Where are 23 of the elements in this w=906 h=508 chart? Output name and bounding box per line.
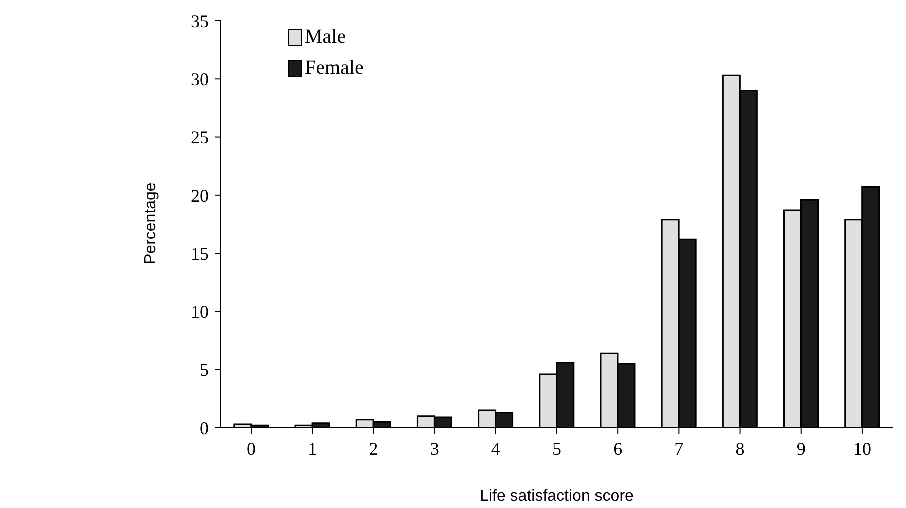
y-tick-label: 20 [191,186,209,206]
y-axis-title: Percentage [142,182,160,264]
legend-label: Male [304,26,348,49]
x-axis-title: Life satisfaction score [480,488,634,505]
x-tick-label: 0 [247,438,256,459]
y-tick-label: 10 [191,302,209,322]
y-tick-label: 35 [191,11,209,32]
legend-label: Female [304,57,365,80]
x-tick-label: 5 [552,438,562,459]
x-tick-label: 8 [736,438,745,459]
x-tick-label: 1 [308,438,318,459]
x-tick-label: 4 [491,438,500,459]
x-tick-label: 2 [369,438,378,459]
x-tick-label: 9 [796,438,806,459]
y-tick-label: 0 [200,418,209,438]
y-tick-label: 25 [191,128,209,148]
x-tick-label: 10 [853,438,872,459]
y-tick-label: 5 [200,360,209,380]
x-tick-label: 3 [430,438,440,459]
x-tick-label: 7 [674,438,684,459]
x-tick-label: 6 [614,438,623,459]
y-tick-label: 30 [191,70,209,90]
y-tick-label: 15 [191,244,209,264]
